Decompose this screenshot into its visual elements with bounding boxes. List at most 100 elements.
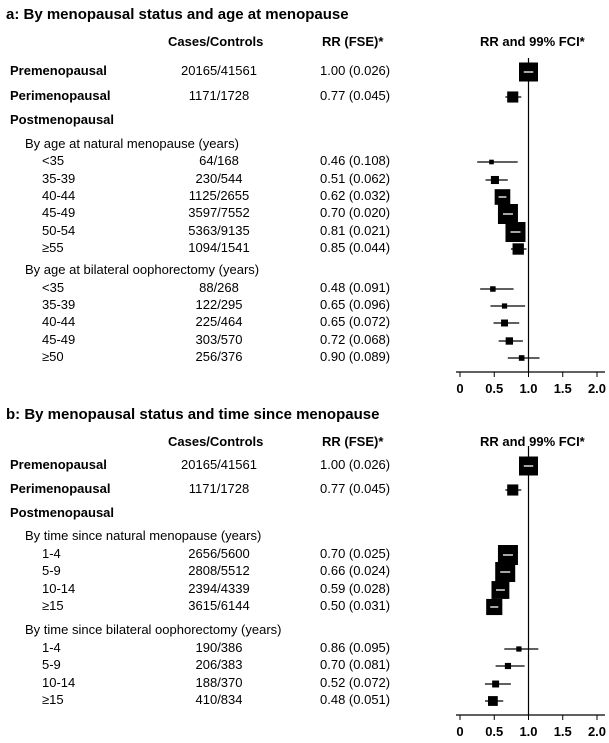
row-label: 50-54 — [42, 223, 76, 238]
table-row: Perimenopausal 1171/1728 0.77 (0.045) — [0, 88, 460, 106]
panel-b: b: By menopausal status and time since m… — [0, 400, 609, 743]
rr-square — [492, 680, 500, 688]
rr-fse-value: 0.51 (0.062) — [320, 171, 391, 186]
rr-fse-value: 0.48 (0.091) — [320, 280, 391, 295]
rr-fse-value: 0.72 (0.068) — [320, 332, 391, 347]
table-row: 35-39 122/295 0.65 (0.096) — [0, 297, 460, 315]
x-tick-label: 1.5 — [554, 381, 572, 396]
row-label: By time since natural menopause (years) — [25, 528, 262, 543]
cases-controls-value: 5363/9135 — [188, 223, 250, 238]
cases-controls-value: 2656/5600 — [188, 546, 250, 561]
estimate-marker — [477, 159, 518, 165]
table-row: <35 64/168 0.46 (0.108) — [0, 153, 460, 171]
estimate-marker — [486, 598, 503, 616]
row-label: Postmenopausal — [10, 112, 115, 127]
cases-controls-value: 410/834 — [195, 692, 243, 707]
row-label: Postmenopausal — [10, 505, 115, 520]
cases-controls-value: 3615/6144 — [188, 598, 250, 613]
cases-controls-value: 20165/41561 — [181, 457, 257, 472]
rr-square — [489, 159, 494, 165]
rr-fse-value: 0.70 (0.020) — [320, 205, 391, 220]
rr-fse-value: 0.50 (0.031) — [320, 598, 391, 613]
header-rr-fse: RR (FSE)* — [322, 434, 384, 449]
row-label: ≥55 — [42, 240, 64, 255]
table-row: 10-14 2394/4339 0.59 (0.028) — [0, 581, 460, 599]
rr-square — [490, 286, 496, 292]
rr-fse-value: 0.66 (0.024) — [320, 563, 391, 578]
estimate-marker — [519, 456, 538, 476]
row-label: Premenopausal — [10, 63, 107, 78]
table-row: 50-54 5363/9135 0.81 (0.021) — [0, 223, 460, 241]
cases-controls-value: 2808/5512 — [188, 563, 250, 578]
row-label: 10-14 — [42, 675, 76, 690]
header-cases-controls: Cases/Controls — [168, 434, 264, 449]
estimate-marker — [504, 646, 539, 652]
section-heading: By time since natural menopause (years) — [0, 528, 460, 546]
cases-controls-value: 230/544 — [195, 171, 243, 186]
cases-controls-value: 190/386 — [195, 640, 243, 655]
rr-square — [518, 355, 525, 361]
table-row: Premenopausal 20165/41561 1.00 (0.026) — [0, 63, 460, 81]
table-row: 40-44 225/464 0.65 (0.072) — [0, 314, 460, 332]
table-row: 5-9 2808/5512 0.66 (0.024) — [0, 563, 460, 581]
cases-controls-value: 1171/1728 — [188, 88, 250, 103]
row-label: 5-9 — [42, 563, 61, 578]
rr-fse-value: 0.70 (0.081) — [320, 657, 391, 672]
row-label: Perimenopausal — [10, 88, 111, 103]
cases-controls-value: 1125/2655 — [188, 188, 250, 203]
estimate-marker — [507, 355, 540, 361]
rr-fse-value: 0.86 (0.095) — [320, 640, 391, 655]
row-label: By age at bilateral oophorectomy (years) — [25, 262, 260, 277]
panel-a: a: By menopausal status and age at menop… — [0, 6, 606, 396]
forest-plot: 0 0.5 1.0 1.5 2.0 — [456, 58, 606, 396]
estimate-marker — [519, 62, 538, 82]
x-tick-label: 1.0 — [519, 724, 537, 739]
cases-controls-value: 225/464 — [195, 314, 243, 329]
row-label: 45-49 — [42, 332, 76, 347]
rr-square — [501, 303, 508, 309]
row-label: 5-9 — [42, 657, 61, 672]
rr-fse-value: 0.90 (0.089) — [320, 349, 391, 364]
cases-controls-value: 20165/41561 — [181, 63, 257, 78]
table-row: 35-39 230/544 0.51 (0.062) — [0, 171, 460, 189]
estimate-marker — [485, 175, 508, 185]
rr-fse-value: 0.65 (0.096) — [320, 297, 391, 312]
cases-controls-value: 1094/1541 — [188, 240, 250, 255]
rr-square — [487, 696, 498, 706]
rr-square — [501, 319, 508, 327]
section-heading: By time since bilateral oophorectomy (ye… — [0, 622, 460, 640]
rr-fse-value: 0.77 (0.045) — [320, 88, 391, 103]
row-label: 35-39 — [42, 297, 76, 312]
header-rr-fci: RR and 99% FCI* — [480, 34, 585, 49]
forest-plot: 0 0.5 1.0 1.5 2.0 — [456, 446, 606, 739]
estimate-marker — [497, 545, 518, 565]
header-rr-fci: RR and 99% FCI* — [480, 434, 585, 449]
row-label: By time since bilateral oophorectomy (ye… — [25, 622, 282, 637]
table-row: Premenopausal 20165/41561 1.00 (0.026) — [0, 457, 460, 475]
x-tick-label: 1.0 — [519, 381, 537, 396]
table-row: ≥15 410/834 0.48 (0.051) — [0, 692, 460, 710]
cases-controls-value: 88/268 — [199, 280, 239, 295]
rr-fse-value: 0.46 (0.108) — [320, 153, 391, 168]
table-row: ≥50 256/376 0.90 (0.089) — [0, 349, 460, 367]
estimate-marker — [484, 680, 511, 688]
section-heading: By age at natural menopause (years) — [0, 136, 460, 154]
rr-square — [516, 646, 522, 652]
table-row: 45-49 303/570 0.72 (0.068) — [0, 332, 460, 350]
estimate-marker — [505, 91, 522, 103]
row-label: 1-4 — [42, 546, 61, 561]
cases-controls-value: 303/570 — [195, 332, 243, 347]
row-label: ≥50 — [42, 349, 64, 364]
row-label: 10-14 — [42, 581, 76, 596]
rr-fse-value: 0.52 (0.072) — [320, 675, 391, 690]
table-row: 45-49 3597/7552 0.70 (0.020) — [0, 205, 460, 223]
rr-fse-value: 0.85 (0.044) — [320, 240, 391, 255]
row-label: ≥15 — [42, 598, 64, 613]
table-row: ≥15 3615/6144 0.50 (0.031) — [0, 598, 460, 616]
estimate-marker — [495, 662, 525, 670]
table-row: ≥55 1094/1541 0.85 (0.044) — [0, 240, 460, 258]
rr-fse-value: 1.00 (0.026) — [320, 457, 391, 472]
estimate-marker — [490, 303, 526, 309]
rr-fse-value: 0.59 (0.028) — [320, 581, 391, 596]
table-row: 1-4 2656/5600 0.70 (0.025) — [0, 546, 460, 564]
